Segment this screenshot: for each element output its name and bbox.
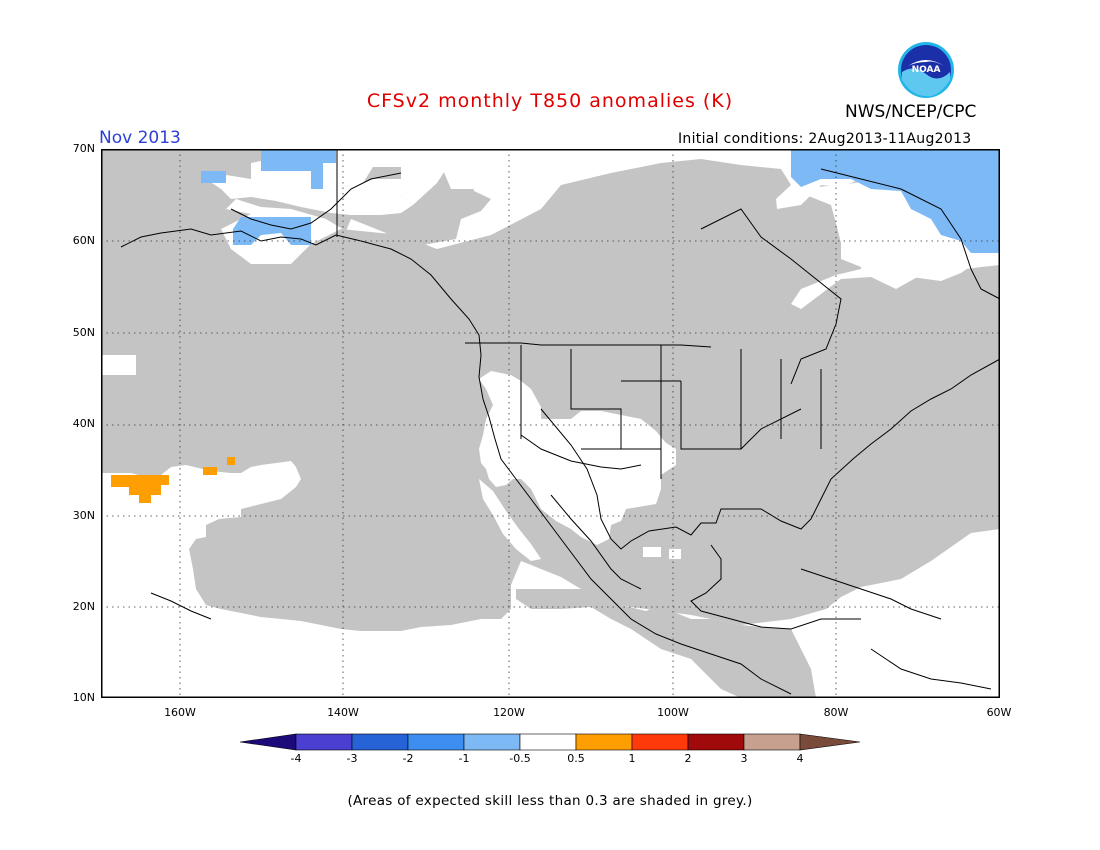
colorbar-swatch-1-2 bbox=[631, 733, 689, 751]
colorbar bbox=[240, 733, 861, 751]
map-frame bbox=[101, 149, 1000, 698]
warm-anomaly-pacific-small bbox=[203, 467, 217, 475]
grey-low-skill-south bbox=[516, 589, 816, 698]
coastlines bbox=[120, 149, 1000, 695]
lat-label-20n: 20N bbox=[72, 600, 95, 613]
colorbar-swatch-2-3 bbox=[687, 733, 745, 751]
warm-anomaly-pacific-dot bbox=[227, 457, 235, 465]
colorbar-label-0: -4 bbox=[290, 752, 302, 765]
t850-anomaly-map bbox=[101, 149, 1000, 698]
colorbar-label-4: -0.5 bbox=[509, 752, 531, 765]
lon-label-120w: 120W bbox=[493, 706, 525, 719]
colorbar-label-7: 2 bbox=[684, 752, 692, 765]
footnote: (Areas of expected skill less than 0.3 a… bbox=[347, 793, 753, 809]
colorbar-label-9: 4 bbox=[796, 752, 804, 765]
white-patch-baja bbox=[479, 479, 541, 561]
colorbar-swatch--3--2 bbox=[351, 733, 409, 751]
noaa-logo-icon: NOAA bbox=[898, 42, 954, 98]
grey-low-skill-north bbox=[101, 149, 1000, 631]
map-title: CFSv2 monthly T850 anomalies (K) bbox=[366, 90, 734, 112]
lat-label-40n: 40N bbox=[72, 417, 95, 430]
warm-anomaly-pacific bbox=[111, 475, 169, 503]
colorbar-label-3: -1 bbox=[458, 752, 470, 765]
colorbar-swatch-0.5-1 bbox=[575, 733, 633, 751]
lon-label-100w: 100W bbox=[657, 706, 689, 719]
agency-label: NWS/NCEP/CPC bbox=[845, 102, 977, 122]
graticule bbox=[101, 149, 1000, 698]
colorbar-swatch--2--1 bbox=[407, 733, 465, 751]
colorbar-label-6: 1 bbox=[628, 752, 636, 765]
lat-label-10n: 10N bbox=[72, 691, 95, 704]
cool-anomaly-arctic bbox=[261, 149, 336, 189]
lat-label-70n: 70N bbox=[72, 142, 95, 155]
white-patch-canada bbox=[201, 171, 413, 215]
colorbar-swatch--0.5-0.5 bbox=[519, 733, 577, 751]
white-patch-small-gulf bbox=[643, 547, 661, 557]
colorbar-swatch--4--3 bbox=[295, 733, 353, 751]
cool-anomaly-nw bbox=[201, 171, 226, 183]
lat-label-60n: 60N bbox=[72, 234, 95, 247]
white-patch-small-gulf2 bbox=[669, 549, 681, 559]
colorbar-swatch-3-4 bbox=[743, 733, 801, 751]
lon-label-160w: 160W bbox=[164, 706, 196, 719]
colorbar-label-2: -2 bbox=[402, 752, 414, 765]
lon-label-140w: 140W bbox=[327, 706, 359, 719]
white-patch-pacific-north bbox=[101, 355, 136, 375]
colorbar-swatch--1--0.5 bbox=[463, 733, 521, 751]
colorbar-label-8: 3 bbox=[740, 752, 748, 765]
white-patch-canada-east bbox=[441, 165, 481, 189]
lon-label-80w: 80W bbox=[823, 706, 849, 719]
white-patch-southwest bbox=[479, 371, 676, 545]
colorbar-swatch-below--4 bbox=[240, 733, 297, 751]
lat-label-30n: 30N bbox=[72, 509, 95, 522]
colorbar-label-5: 0.5 bbox=[567, 752, 585, 765]
colorbar-label-1: -3 bbox=[346, 752, 358, 765]
noaa-logo-text: NOAA bbox=[912, 65, 941, 75]
colorbar-swatch-above-4 bbox=[799, 733, 861, 751]
initial-conditions-label: Initial conditions: 2Aug2013-11Aug2013 bbox=[678, 131, 972, 147]
valid-month-label: Nov 2013 bbox=[99, 128, 181, 148]
lat-label-50n: 50N bbox=[72, 326, 95, 339]
lon-label-60w: 60W bbox=[986, 706, 1012, 719]
